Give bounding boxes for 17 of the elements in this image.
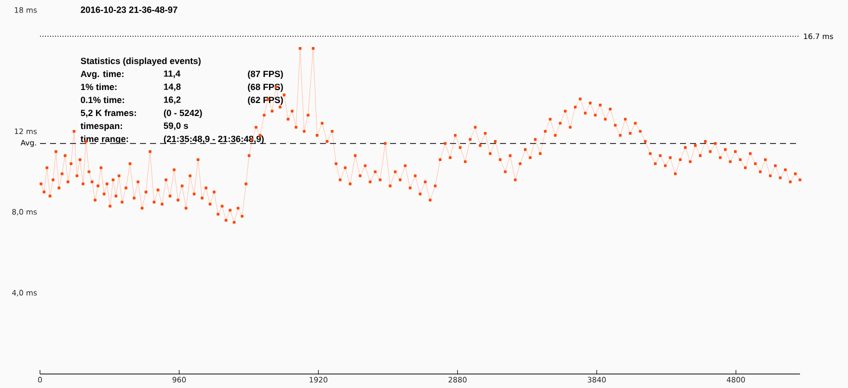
annotation: 11,4 [164, 70, 180, 78]
annotation: (62 FPS) [248, 96, 283, 105]
annotation: 1% time: [81, 84, 116, 90]
chart-title: 2016-10-23 21-36-48-97 [80, 6, 178, 13]
annotation: 16,2 [164, 96, 181, 104]
annotation: 5,2 K frames: [80, 110, 136, 118]
annotation: time range: [80, 136, 128, 144]
annotation: Statistics (displayed events) [80, 58, 201, 66]
annotation: (0 - 5242) [164, 110, 202, 118]
annotation: Avg. time: [80, 70, 124, 79]
annotation: (21:35:48,9 - 21:36:48,9) [164, 136, 264, 144]
annotation: 14,8 [164, 84, 181, 92]
annotation: 59,0 s [164, 122, 188, 130]
annotation: timespan: [80, 122, 122, 131]
annotation: (87 FPS) [248, 70, 283, 79]
annotation: (68 FPS) [248, 84, 283, 92]
annotation: 0.1% time: [80, 96, 124, 104]
